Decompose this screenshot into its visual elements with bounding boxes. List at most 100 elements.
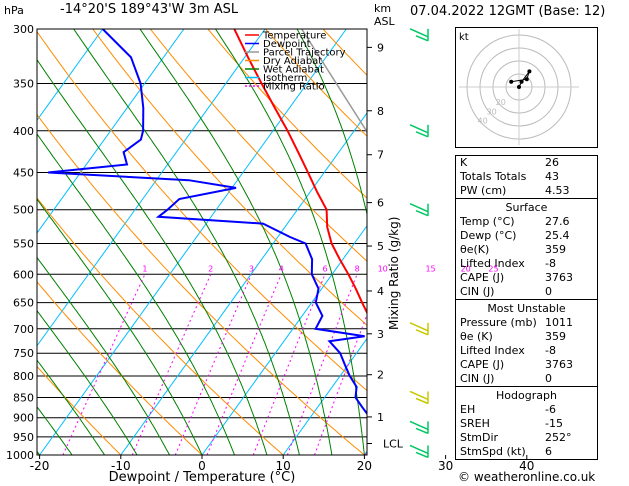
temperature-line: [233, 29, 367, 315]
wind-barb-flag: [409, 124, 429, 134]
mu-row: CAPE (J) 3763: [460, 358, 573, 371]
km-tick-label: 7: [377, 149, 384, 162]
wind-barbs: [409, 28, 429, 459]
pressure-tick-label: 450: [13, 166, 34, 179]
indices-top: K 26 Totals Totals 43 PW (cm) 4.53: [455, 155, 598, 199]
index-row: Totals Totals 43: [460, 170, 559, 183]
pressure-tick-label: 700: [13, 323, 34, 336]
units-label: hPa: [4, 4, 24, 17]
datetime-label: 07.04.2022 12GMT (Base: 12): [410, 4, 606, 19]
wet-adiabat-line: [37, 309, 138, 455]
copyright-footer: © weatheronline.co.uk: [458, 470, 596, 484]
legend-item-label: Parcel Trajectory: [263, 48, 346, 59]
hodograph-point: [517, 85, 521, 89]
hodograph-point: [519, 79, 524, 84]
dry-adiabat-line: [37, 30, 367, 392]
legend-item-label: Dewpoint: [263, 39, 311, 50]
wet-adiabat-line: [296, 29, 367, 217]
mu-row: Lifted Index -8: [460, 344, 556, 357]
legend-item-label: Dry Adiabat: [263, 56, 322, 67]
wind-barb-flag: [409, 444, 429, 455]
wind-barb-flag: [415, 35, 429, 42]
hodograph-kt-label: kt: [459, 32, 469, 43]
hodo-row: SREH -15: [460, 417, 563, 430]
surface-panel: Surface Temp (°C) 27.6 Dewp (°C) 25.4 θe(K…: [455, 199, 598, 300]
lcl-label: LCL: [383, 437, 404, 450]
wind-barb-flag: [415, 131, 429, 138]
wet-adiabat-line: [37, 198, 203, 455]
wet-adiabat-line: [139, 29, 333, 455]
isotherm-line: [37, 29, 104, 122]
x-tick-label: 40: [519, 459, 534, 473]
wet-adiabat-line: [378, 29, 430, 455]
hodo-row: EH -6: [460, 403, 556, 416]
hodograph-ring-label: 40: [478, 116, 488, 125]
wet-adiabat-line: [215, 29, 365, 455]
x-tick-label: -10: [111, 459, 131, 473]
hodograph-stats-panel: Hodograph EH -6 SREH -15 StmDir 252° StmSpd…: [455, 387, 598, 460]
wind-barb-flag: [415, 451, 429, 459]
mixing-ratio-line: [252, 274, 326, 455]
isotherm-line: [120, 112, 367, 455]
dry-adiabat-line: [37, 113, 365, 455]
dewpoint-line: [47, 29, 367, 416]
hodograph-point: [527, 69, 532, 74]
asl-label: ASL: [374, 15, 395, 28]
legend-item-label: Mixing Ratio: [263, 82, 325, 93]
mixing-ratio-label: 20: [461, 264, 471, 273]
mu-row: Pressure (mb) 1011: [460, 316, 573, 329]
wet-adiabat-line: [73, 29, 300, 455]
x-axis-label: Dewpoint / Temperature (°C): [109, 470, 296, 485]
plot-frame: [36, 28, 368, 456]
legend-item-label: Temperature: [262, 31, 326, 42]
km-tick-label: 8: [377, 105, 384, 118]
pressure-tick-label: 1000: [6, 449, 34, 462]
mixing-ratio-line: [62, 274, 146, 455]
wind-barb-flag: [409, 28, 429, 38]
hodograph-point: [524, 77, 529, 82]
pressure-tick-label: 650: [13, 297, 34, 310]
pressure-tick-label: 950: [13, 431, 34, 444]
wind-barb-flag: [409, 390, 429, 401]
surface-row: Lifted Index -8: [460, 257, 556, 270]
x-tick-label: 30: [438, 459, 453, 473]
isotherm-line: [608, 29, 629, 455]
isotherm-line: [201, 224, 367, 455]
wind-barb-flag: [409, 420, 429, 431]
mixing-ratio-line: [286, 274, 358, 455]
pressure-tick-label: 750: [13, 347, 34, 360]
mixing-ratio-label: 25: [488, 264, 498, 273]
km-tick-label: 9: [377, 41, 384, 54]
most-unstable-title: Most Unstable: [487, 302, 566, 315]
hodo-row: StmDir 252°: [460, 431, 572, 444]
wet-adiabat-line: [37, 256, 170, 455]
hodograph-point: [509, 79, 514, 84]
wet-adiabat-line: [37, 405, 73, 455]
wind-barb-flag: [415, 329, 429, 336]
km-label: km: [374, 2, 392, 15]
hodograph-box: [455, 27, 598, 148]
indices-panel: K 26 Totals Totals 43 PW (cm) 4.53 Surface …: [455, 155, 598, 460]
dry-adiabat-line: [207, 29, 367, 199]
mixing-ratio-line: [314, 313, 367, 455]
dry-adiabat-line: [149, 29, 367, 262]
mixing-ratio-label: 6: [322, 264, 327, 273]
legend-item-label: Isotherm: [263, 73, 307, 84]
mixing-ratio-line: [174, 274, 252, 455]
mixing-ratio-label: 10: [378, 264, 388, 273]
pressure-tick-label: 350: [13, 78, 34, 91]
background-lines: [37, 29, 629, 455]
km-tick-label: 4: [377, 285, 384, 298]
surface-title: Surface: [505, 201, 548, 214]
pressure-tick-label: 500: [13, 204, 34, 217]
km-tick-label: 5: [377, 240, 384, 253]
mixing-ratio-label: 3: [249, 264, 254, 273]
axes: 3003504004505005506006507007508008509009…: [6, 23, 534, 473]
dry-adiabat-line: [37, 365, 122, 455]
km-tick-label: 6: [377, 197, 384, 210]
x-tick-label: 20: [357, 459, 372, 473]
mixing-ratio-label: 1: [142, 264, 147, 273]
